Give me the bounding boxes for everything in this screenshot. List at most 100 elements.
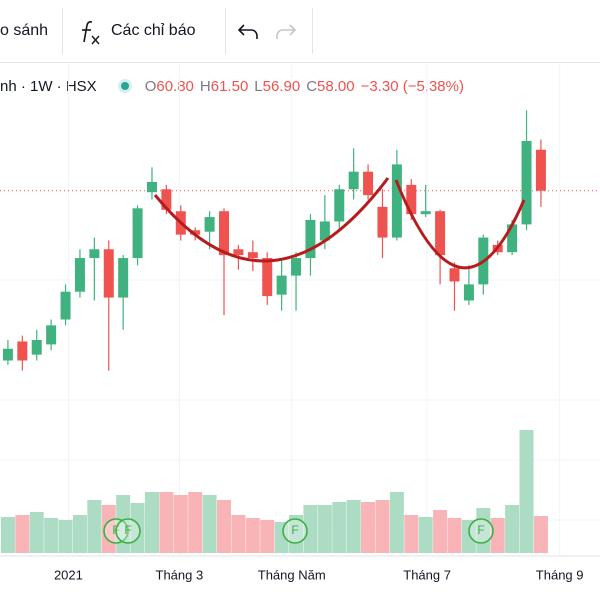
volume-bar (332, 502, 347, 553)
volume-bar (58, 520, 73, 553)
candle-body (219, 211, 230, 256)
volume-bar (72, 515, 87, 553)
undo-button[interactable] (236, 22, 260, 42)
volume-bar (317, 505, 332, 553)
volume-bar (274, 522, 289, 553)
candle-body (17, 341, 28, 361)
volume-bar (433, 510, 448, 553)
indicator-icon[interactable] (78, 18, 104, 46)
volume-bar (404, 515, 419, 553)
separator (312, 8, 313, 54)
volume-bar (519, 430, 534, 553)
marker-label: F (477, 523, 484, 537)
symbol: nh · 1W · HSX (0, 77, 97, 95)
volume-bar (217, 500, 232, 553)
volume-bar (87, 500, 102, 553)
ohlc-value: 60.80 (156, 77, 194, 95)
candle-body (435, 211, 446, 256)
candle-body (463, 284, 474, 301)
ohlc: O60.80 H61.50 L56.90 C58.00 (139, 78, 355, 95)
x-tick-label: 2021 (54, 567, 83, 582)
marker-label: F (124, 523, 131, 537)
candle-body (118, 258, 129, 298)
ohlc-value: 56.90 (262, 77, 301, 95)
candle-body (406, 184, 417, 215)
volume-bar (245, 518, 260, 553)
ohlc-key: O (144, 77, 157, 95)
volume-bar (461, 520, 476, 553)
x-tick-label: Tháng 7 (403, 567, 451, 582)
candle-body (420, 211, 431, 215)
volume-bar (101, 505, 116, 553)
volume-bar (533, 516, 548, 553)
volume-bar (44, 518, 59, 553)
toolbar: o sánh Các chỉ báo (0, 0, 600, 63)
cup-curve (153, 177, 390, 263)
candle-body (204, 217, 215, 232)
volume-bar (260, 520, 275, 553)
event-marker[interactable]: F (468, 518, 494, 544)
candle-body (363, 171, 374, 196)
redo-button (276, 24, 297, 39)
volume-bar (0, 517, 15, 553)
separator (225, 8, 226, 54)
volume-bar (505, 505, 520, 553)
volume-bar (231, 515, 246, 553)
candle-body (521, 140, 532, 225)
volume-bar (346, 500, 361, 553)
volume-bar (418, 517, 433, 553)
candle-body (89, 249, 100, 259)
volume-bar (159, 492, 174, 553)
separator (62, 8, 63, 54)
candle-body (391, 164, 402, 238)
x-tick-label: Tháng 9 (536, 567, 584, 582)
legend: nh · 1W · HSX O60.80 H61.50 L56.90 C58.00 −… (0, 74, 464, 98)
x-tick-label: Tháng Năm (258, 567, 326, 582)
candle-body (74, 258, 85, 292)
candle-body (348, 171, 359, 190)
volume-bar (447, 518, 462, 553)
ohlc-key: C (306, 77, 318, 95)
change: −3.30 (−5.38%) (360, 77, 464, 95)
candle-body (276, 275, 287, 295)
x-tick-label: Tháng 3 (156, 567, 204, 582)
candle-body (449, 268, 460, 282)
candle-body (46, 325, 57, 345)
candle-body (60, 291, 71, 320)
volume-bar (389, 492, 404, 553)
volume-bar (202, 495, 217, 553)
event-marker[interactable]: F (282, 518, 308, 544)
marker-label: F (291, 523, 298, 537)
ohlc-value: 58.00 (317, 77, 355, 95)
volume-bar (303, 505, 318, 553)
volume-bar (361, 502, 376, 553)
candle-body (377, 206, 388, 238)
candle-body (103, 249, 114, 298)
candle-body (190, 230, 201, 235)
status-dot (117, 79, 132, 93)
volume-bar (144, 492, 159, 553)
candle-body (319, 221, 330, 241)
candle-body (305, 220, 316, 259)
ohlc-value: 61.50 (210, 77, 249, 95)
volume-bar (188, 492, 203, 553)
ohlc-key: H (199, 77, 211, 95)
candle-body (291, 258, 302, 276)
candle-body (334, 189, 345, 222)
event-marker[interactable]: F (115, 518, 141, 544)
candle-body (262, 258, 273, 297)
volume-bar (29, 512, 44, 553)
indicators-button[interactable]: Các chỉ báo (111, 22, 196, 39)
candle-body (146, 181, 157, 193)
candle-body (233, 249, 244, 256)
volume-bar (490, 518, 505, 553)
candle-body (31, 340, 42, 355)
candle-body (2, 348, 13, 361)
compare-button[interactable]: o sánh (0, 22, 49, 39)
candle-body (535, 149, 546, 191)
candle-body (507, 224, 518, 253)
ohlc-key: L (254, 77, 263, 95)
volume-bar (15, 515, 30, 553)
